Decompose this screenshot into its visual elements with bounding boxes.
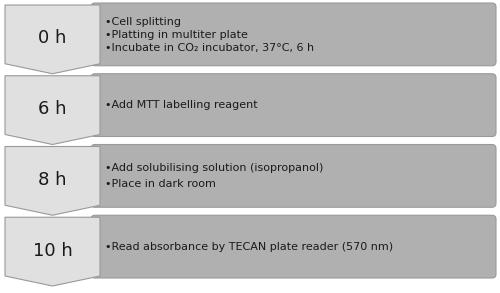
Text: •Cell splitting: •Cell splitting: [105, 17, 181, 27]
Text: 10 h: 10 h: [32, 242, 72, 260]
Polygon shape: [5, 217, 100, 286]
Text: •Add MTT labelling reagent: •Add MTT labelling reagent: [105, 100, 258, 110]
Text: 0 h: 0 h: [38, 29, 66, 47]
Text: •Place in dark room: •Place in dark room: [105, 179, 216, 189]
Polygon shape: [5, 146, 100, 215]
FancyBboxPatch shape: [91, 3, 496, 66]
Polygon shape: [5, 76, 100, 144]
Polygon shape: [5, 5, 100, 74]
FancyBboxPatch shape: [91, 74, 496, 137]
FancyBboxPatch shape: [91, 215, 496, 278]
Text: •Add solubilising solution (isopropanol): •Add solubilising solution (isopropanol): [105, 163, 324, 173]
Text: 8 h: 8 h: [38, 171, 67, 189]
FancyBboxPatch shape: [91, 144, 496, 207]
Text: •Platting in multiter plate: •Platting in multiter plate: [105, 30, 248, 40]
Text: •Read absorbance by TECAN plate reader (570 nm): •Read absorbance by TECAN plate reader (…: [105, 242, 393, 252]
Text: 6 h: 6 h: [38, 100, 67, 118]
Text: •Incubate in CO₂ incubator, 37°C, 6 h: •Incubate in CO₂ incubator, 37°C, 6 h: [105, 43, 314, 53]
